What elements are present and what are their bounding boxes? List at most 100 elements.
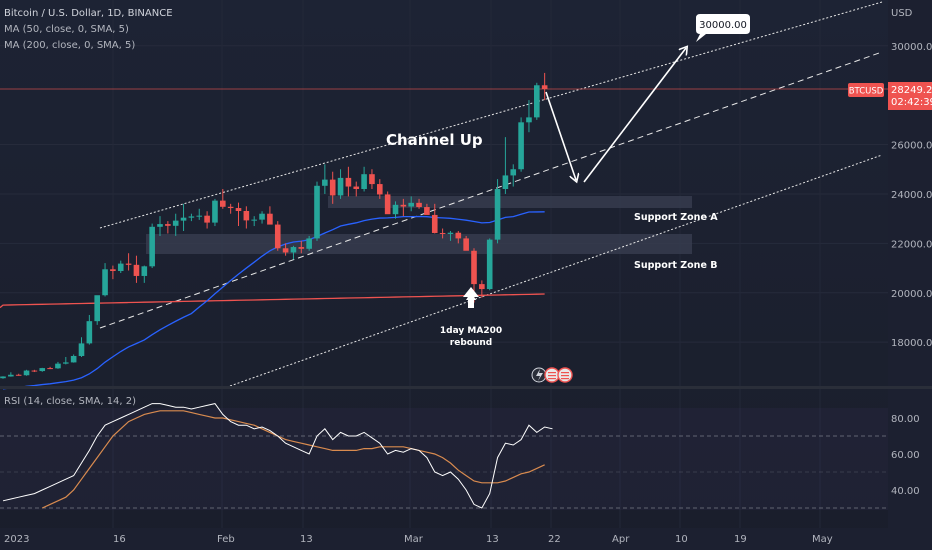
rsi-legend[interactable]: RSI (14, close, SMA, 14, 2)	[4, 396, 137, 407]
candle	[290, 245, 297, 260]
candle	[235, 202, 242, 227]
time-tick-3: 13	[300, 534, 313, 545]
candle	[322, 164, 328, 194]
candle	[518, 117, 524, 172]
ma50-legend[interactable]: MA (50, close, 0, SMA, 5)	[4, 24, 129, 35]
candle	[165, 221, 171, 234]
candle	[486, 238, 493, 291]
candle	[447, 231, 454, 241]
time-axis-ticks: 2023 16 Feb 13 Mar 13 22 Apr 10 19 May	[4, 534, 833, 545]
candle	[345, 166, 352, 197]
time-tick-5: 13	[486, 534, 499, 545]
candle	[8, 372, 14, 377]
time-tick-0: 2023	[4, 534, 29, 545]
candle	[424, 203, 430, 215]
price-axis-ticks: 30000.00 26000.00 24000.00 22000.00 20000.00…	[891, 42, 932, 349]
rsi-ma-line	[41, 410, 545, 509]
candle	[337, 169, 344, 199]
candle	[463, 235, 469, 251]
candle	[329, 171, 336, 204]
candle	[227, 203, 234, 214]
rsi-tick-1: 60.00	[891, 450, 920, 461]
candle	[526, 100, 532, 133]
candle	[204, 211, 210, 229]
candle	[251, 216, 257, 227]
candle	[70, 354, 77, 363]
price-tag: BTCUSD 28249.27 02:42:39	[848, 82, 932, 110]
candle	[534, 82, 540, 120]
candle	[94, 295, 100, 325]
symbol-tag: BTCUSD	[849, 87, 884, 97]
candle	[455, 231, 462, 244]
candle	[55, 361, 61, 369]
candle	[15, 373, 22, 376]
price-tag-value: 28249.27	[891, 85, 932, 96]
candle	[298, 240, 305, 254]
candle	[172, 213, 179, 236]
time-tick-1: 16	[113, 534, 126, 545]
rsi-tick-0: 80.00	[891, 414, 920, 425]
symbol-tag-bg	[848, 83, 884, 97]
candle	[510, 164, 517, 187]
event-icons[interactable]	[531, 367, 573, 383]
candle	[78, 337, 85, 357]
candle	[39, 367, 46, 372]
candle	[212, 198, 218, 227]
candle	[157, 216, 163, 236]
candle	[353, 181, 360, 197]
candle	[541, 72, 548, 101]
candle	[102, 263, 108, 297]
candle	[63, 356, 69, 365]
time-tick-6: 22	[548, 534, 561, 545]
price-axis-area[interactable]	[888, 0, 932, 528]
pane-divider[interactable]	[0, 386, 932, 389]
price-tag-countdown: 02:42:39	[891, 97, 932, 108]
support-zone-b	[146, 234, 692, 254]
rsi-tick-2: 40.00	[891, 486, 920, 497]
candle	[314, 181, 320, 241]
target-callout: 30000.00	[696, 14, 750, 42]
time-tick-8: 10	[675, 534, 688, 545]
candle	[188, 213, 195, 222]
candle	[392, 201, 399, 219]
candle	[133, 255, 140, 283]
candle	[110, 265, 116, 280]
channel-lower-line	[229, 154, 883, 387]
time-tick-7: Apr	[612, 534, 630, 545]
price-tag-bg	[888, 82, 932, 110]
rsi-line	[2, 403, 553, 509]
price-tick-2: 24000.00	[891, 190, 932, 201]
target-label: 30000.00	[699, 20, 747, 31]
candle	[149, 223, 155, 269]
price-tick-5: 18000.00	[891, 338, 932, 349]
candle	[416, 198, 422, 209]
candle	[408, 196, 414, 212]
ma200-line	[0, 293, 545, 309]
candle	[361, 166, 367, 192]
time-tick-10: May	[812, 534, 833, 545]
rebound-arrow-shaft	[468, 296, 474, 308]
ma50-line	[2, 211, 545, 390]
support-zone-a	[328, 196, 692, 208]
candle	[141, 265, 148, 283]
time-axis-area[interactable]	[0, 528, 932, 550]
price-tick-1: 26000.00	[891, 141, 932, 152]
candle	[369, 169, 375, 190]
symbol-legend[interactable]: Bitcoin / U.S. Dollar, 1D, BINANCE	[4, 8, 173, 19]
support-zone-a-label: Support Zone A	[634, 212, 718, 223]
candle	[479, 280, 485, 298]
rebound-arrow-head	[463, 287, 479, 297]
rebound-label-line1: 1day MA200	[440, 326, 502, 336]
candles	[0, 72, 548, 379]
candle	[400, 198, 407, 217]
candle	[180, 203, 187, 232]
candle	[259, 211, 265, 224]
candle	[47, 366, 53, 370]
ma200-legend[interactable]: MA (200, close, 0, SMA, 5)	[4, 40, 136, 51]
candle	[125, 253, 132, 271]
candle	[384, 191, 391, 215]
candle	[267, 206, 273, 225]
candle	[306, 235, 312, 251]
